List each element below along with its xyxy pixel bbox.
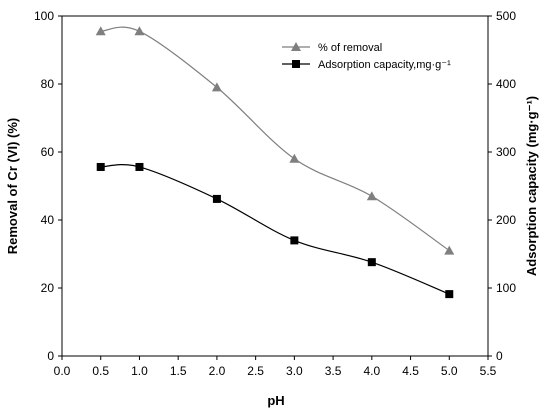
x-tick-label: 3.5 bbox=[325, 364, 342, 378]
x-tick-label: 0.0 bbox=[54, 364, 71, 378]
plot-axes bbox=[61, 15, 489, 357]
x-tick-label: 2.5 bbox=[247, 364, 264, 378]
x-tick-label: 2.0 bbox=[209, 364, 226, 378]
data-point bbox=[212, 194, 221, 203]
x-tick-label: 1.5 bbox=[170, 364, 187, 378]
data-point bbox=[290, 236, 299, 245]
y-left-tick-label: 100 bbox=[34, 9, 54, 23]
data-point bbox=[366, 191, 377, 201]
data-point bbox=[289, 153, 300, 163]
data-point bbox=[134, 26, 145, 36]
x-tick-label: 4.0 bbox=[363, 364, 380, 378]
y-right-tick-label: 400 bbox=[496, 77, 516, 91]
x-tick-label: 5.5 bbox=[480, 364, 497, 378]
x-tick-label: 1.0 bbox=[131, 364, 148, 378]
legend-item: Adsorption capacity,mg·g⁻¹ bbox=[282, 59, 451, 71]
y-left-axis-title: Removal of Cr (VI) (%) bbox=[5, 118, 20, 255]
y-right-tick-label: 300 bbox=[496, 145, 516, 159]
x-tick-label: 3.0 bbox=[286, 364, 303, 378]
legend-swatch-marker bbox=[291, 42, 301, 51]
y-left-tick-label: 80 bbox=[41, 77, 55, 91]
x-tick-label: 5.0 bbox=[441, 364, 458, 378]
data-point bbox=[211, 82, 222, 92]
y-left-tick-label: 20 bbox=[41, 281, 55, 295]
data-point bbox=[367, 258, 376, 267]
data-point bbox=[135, 162, 144, 171]
series-line bbox=[100, 164, 450, 295]
legend-item: % of removal bbox=[282, 42, 382, 54]
y-right-axis-title: Adsorption capacity (mg·g⁻¹) bbox=[524, 96, 539, 276]
series-adsorption bbox=[96, 162, 454, 299]
y-left-tick-label: 60 bbox=[41, 145, 55, 159]
x-tick-label: 0.5 bbox=[92, 364, 109, 378]
series-layer bbox=[95, 26, 455, 299]
data-point bbox=[445, 290, 454, 299]
x-axis-title: pH bbox=[267, 393, 284, 408]
y-right-tick-label: 200 bbox=[496, 213, 516, 227]
axis-ticks: 0.0 0.5 1.0 1.5 2.0 2.5 3.0 3.5 4.0 4.5 5.0 5.50204… bbox=[34, 9, 516, 378]
y-left-tick-label: 0 bbox=[47, 349, 54, 363]
y-right-tick-label: 100 bbox=[496, 281, 516, 295]
data-point bbox=[96, 162, 105, 171]
legend-label: Adsorption capacity,mg·g⁻¹ bbox=[318, 59, 451, 71]
y-left-tick-label: 40 bbox=[41, 213, 55, 227]
legend-swatch-marker bbox=[292, 60, 300, 68]
series-removal bbox=[95, 26, 455, 255]
plot-frame bbox=[61, 15, 489, 357]
data-point bbox=[95, 26, 106, 36]
legend: % of removal Adsorption capacity,mg·g⁻¹ bbox=[282, 42, 451, 71]
x-tick-label: 4.5 bbox=[402, 364, 419, 378]
y-right-tick-label: 0 bbox=[496, 349, 503, 363]
data-point bbox=[444, 245, 455, 255]
y-right-tick-label: 500 bbox=[496, 9, 516, 23]
legend-label: % of removal bbox=[318, 42, 382, 54]
